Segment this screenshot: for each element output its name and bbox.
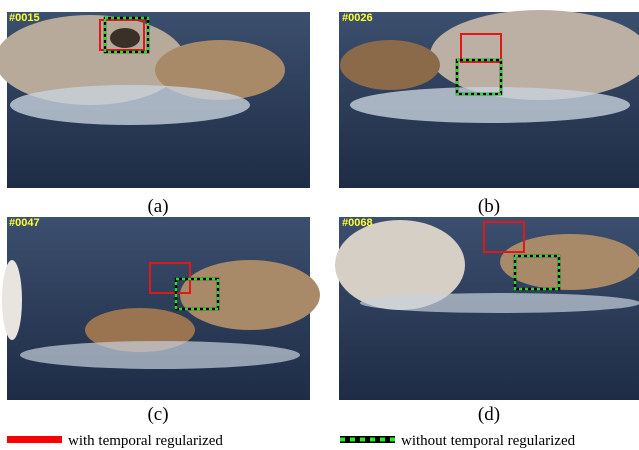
legend-swatch	[340, 436, 395, 443]
legend-label: with temporal regularized	[68, 433, 223, 449]
legend: with temporal regularized without tempor…	[7, 433, 576, 449]
figure: #0015 (a) #0026 (b) #0047 (c) #0068 (d)	[0, 0, 639, 450]
caption: (c)	[147, 404, 168, 425]
frame-number: #0015	[9, 12, 40, 24]
caption: (b)	[478, 196, 500, 217]
caption: (a)	[147, 196, 168, 217]
panel-c: #0047 (c)	[2, 217, 320, 425]
panel-a: #0015 (a)	[0, 12, 310, 217]
panel-b: #0026 (b)	[339, 10, 639, 217]
frame-number: #0047	[9, 217, 40, 229]
legend-label: without temporal regularized	[401, 433, 576, 449]
frame-number: #0026	[342, 12, 373, 24]
caption: (d)	[478, 404, 500, 425]
frame-number: #0068	[342, 217, 373, 229]
panel-d: #0068 (d)	[335, 217, 639, 425]
legend-swatch	[7, 436, 62, 443]
